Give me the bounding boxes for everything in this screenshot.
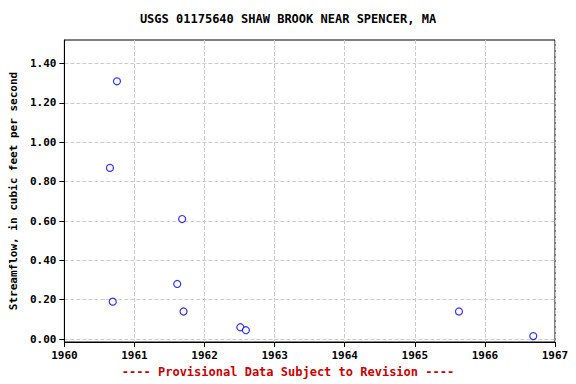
svg-text:1960: 1960	[51, 349, 78, 362]
svg-text:1962: 1962	[191, 349, 218, 362]
svg-text:0.00: 0.00	[30, 333, 57, 346]
svg-text:---- Provisional Data Subject: ---- Provisional Data Subject to Revisio…	[122, 365, 454, 379]
svg-text:1967: 1967	[542, 349, 569, 362]
svg-text:1.40: 1.40	[30, 57, 57, 70]
svg-text:Streamflow, in cubic feet per: Streamflow, in cubic feet per second	[7, 72, 20, 310]
svg-text:1.20: 1.20	[30, 96, 57, 109]
svg-text:0.40: 0.40	[30, 254, 57, 267]
svg-text:1961: 1961	[121, 349, 148, 362]
svg-text:0.80: 0.80	[30, 175, 57, 188]
svg-text:1.00: 1.00	[30, 136, 57, 149]
svg-text:1963: 1963	[261, 349, 288, 362]
svg-text:USGS 01175640 SHAW BROOK NEAR: USGS 01175640 SHAW BROOK NEAR SPENCER, M…	[140, 12, 437, 26]
svg-text:1964: 1964	[331, 349, 358, 362]
svg-text:0.60: 0.60	[30, 215, 57, 228]
svg-text:0.20: 0.20	[30, 293, 57, 306]
svg-text:1965: 1965	[402, 349, 429, 362]
svg-text:1966: 1966	[472, 349, 499, 362]
